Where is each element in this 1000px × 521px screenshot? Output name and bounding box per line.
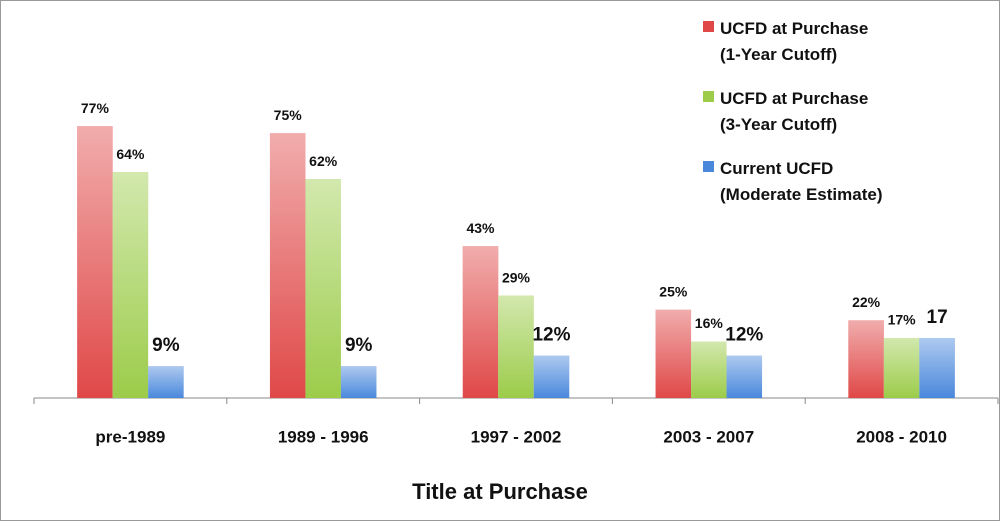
value-label: 43% xyxy=(466,220,495,236)
bar-shine xyxy=(269,133,306,398)
legend-item: UCFD at Purchase (3-Year Cutoff) xyxy=(703,86,868,138)
value-label: 22% xyxy=(852,294,881,310)
x-tick-label: 2003 - 2007 xyxy=(663,427,754,446)
legend-swatch xyxy=(703,21,714,32)
value-label: 75% xyxy=(274,107,303,123)
bar-shine xyxy=(691,341,727,398)
value-label: 62% xyxy=(309,153,338,169)
value-label: 64% xyxy=(116,146,145,162)
legend-item: Current UCFD (Moderate Estimate) xyxy=(703,156,882,208)
value-label: 12% xyxy=(725,325,763,346)
legend-swatch xyxy=(703,91,714,102)
bar-shine xyxy=(655,309,692,398)
value-label: 9% xyxy=(152,335,180,356)
bar-shine xyxy=(533,355,570,398)
bar-shine xyxy=(77,126,113,398)
value-label: 16% xyxy=(695,315,724,331)
value-label: 25% xyxy=(659,283,688,299)
bar-shine xyxy=(498,295,534,398)
bar-shine xyxy=(305,179,341,398)
bar-shine xyxy=(112,172,149,398)
value-label: 77% xyxy=(81,100,110,116)
bar-shine xyxy=(883,337,920,398)
value-label: 17% xyxy=(888,312,917,328)
x-tick-label: 2008 - 2010 xyxy=(856,427,947,446)
x-tick-label: pre-1989 xyxy=(95,427,165,446)
x-tick-label: 1989 - 1996 xyxy=(278,427,369,446)
bar-shine xyxy=(148,366,184,398)
bar-shine xyxy=(919,337,955,398)
bar-shine xyxy=(848,320,884,398)
value-label: 29% xyxy=(502,269,531,285)
bar-shine xyxy=(726,355,763,398)
value-label: 17 xyxy=(927,307,948,328)
legend-label: UCFD at Purchase (3-Year Cutoff) xyxy=(720,89,869,134)
value-label: 9% xyxy=(345,335,373,356)
bar-shine xyxy=(340,366,377,398)
legend-label: UCFD at Purchase (1-Year Cutoff) xyxy=(720,19,869,64)
legend-swatch xyxy=(703,161,714,172)
value-label: 12% xyxy=(532,325,570,346)
x-axis-label: Title at Purchase xyxy=(412,479,588,504)
bar-shine xyxy=(462,246,499,398)
x-tick-label: 1997 - 2002 xyxy=(471,427,562,446)
legend-label: Current UCFD (Moderate Estimate) xyxy=(720,159,883,204)
legend-item: UCFD at Purchase (1-Year Cutoff) xyxy=(703,16,868,68)
